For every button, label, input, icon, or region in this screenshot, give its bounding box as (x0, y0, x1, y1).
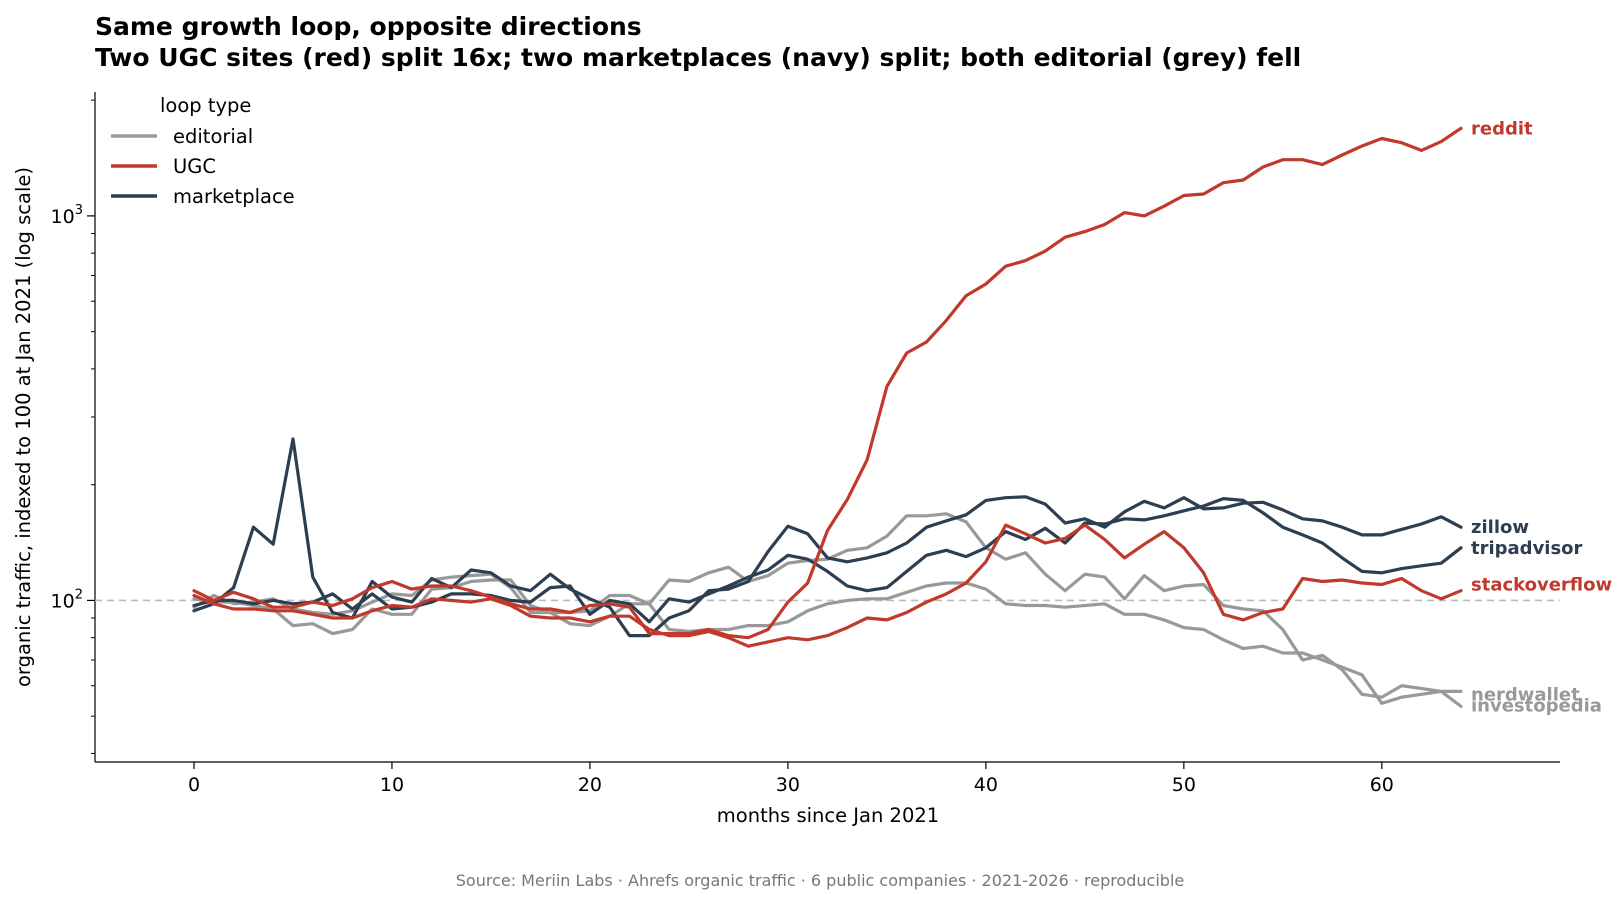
legend-label-editorial: editorial (173, 125, 253, 148)
legend-title: loop type (160, 94, 251, 117)
legend: loop type editorial UGC marketplace (111, 94, 295, 208)
y-tick-label: 102 (51, 587, 83, 612)
source-note: Source: Meriin Labs · Ahrefs organic tra… (456, 871, 1185, 890)
end-label-zillow: zillow (1471, 517, 1529, 538)
series-line-reddit (192, 126, 1463, 640)
series-layer (192, 126, 1463, 709)
chart-title: Same growth loop, opposite directions (95, 12, 642, 41)
end-label-reddit: reddit (1471, 118, 1533, 139)
x-tick-label: 30 (776, 774, 800, 796)
y-axis-ticks: 102 103 (51, 99, 95, 754)
series-line-stackoverflow (192, 523, 1463, 648)
chart-subtitle: Two UGC sites (red) split 16x; two marke… (95, 43, 1301, 72)
x-tick-label: 60 (1370, 774, 1394, 796)
y-tick-label: 103 (51, 203, 83, 228)
x-tick-label: 50 (1172, 774, 1196, 796)
x-axis-ticks: 0 10 20 30 40 50 60 (188, 762, 1394, 796)
x-axis-label: months since Jan 2021 (717, 804, 939, 827)
x-tick-label: 40 (974, 774, 998, 796)
legend-label-ugc: UGC (173, 155, 216, 178)
series-line-nerdwallet (192, 578, 1463, 705)
end-label-stackoverflow: stackoverflow (1471, 575, 1612, 596)
end-label-tripadvisor: tripadvisor (1471, 538, 1583, 559)
x-tick-label: 10 (380, 774, 404, 796)
y-axis-label: organic traffic, indexed to 100 at Jan 2… (12, 167, 35, 687)
legend-label-marketplace: marketplace (173, 185, 295, 208)
x-tick-label: 20 (578, 774, 602, 796)
x-tick-label: 0 (188, 774, 200, 796)
end-label-investopedia: investopedia (1471, 695, 1602, 716)
end-label-nerdwallet: nerdwallet (1471, 684, 1580, 705)
